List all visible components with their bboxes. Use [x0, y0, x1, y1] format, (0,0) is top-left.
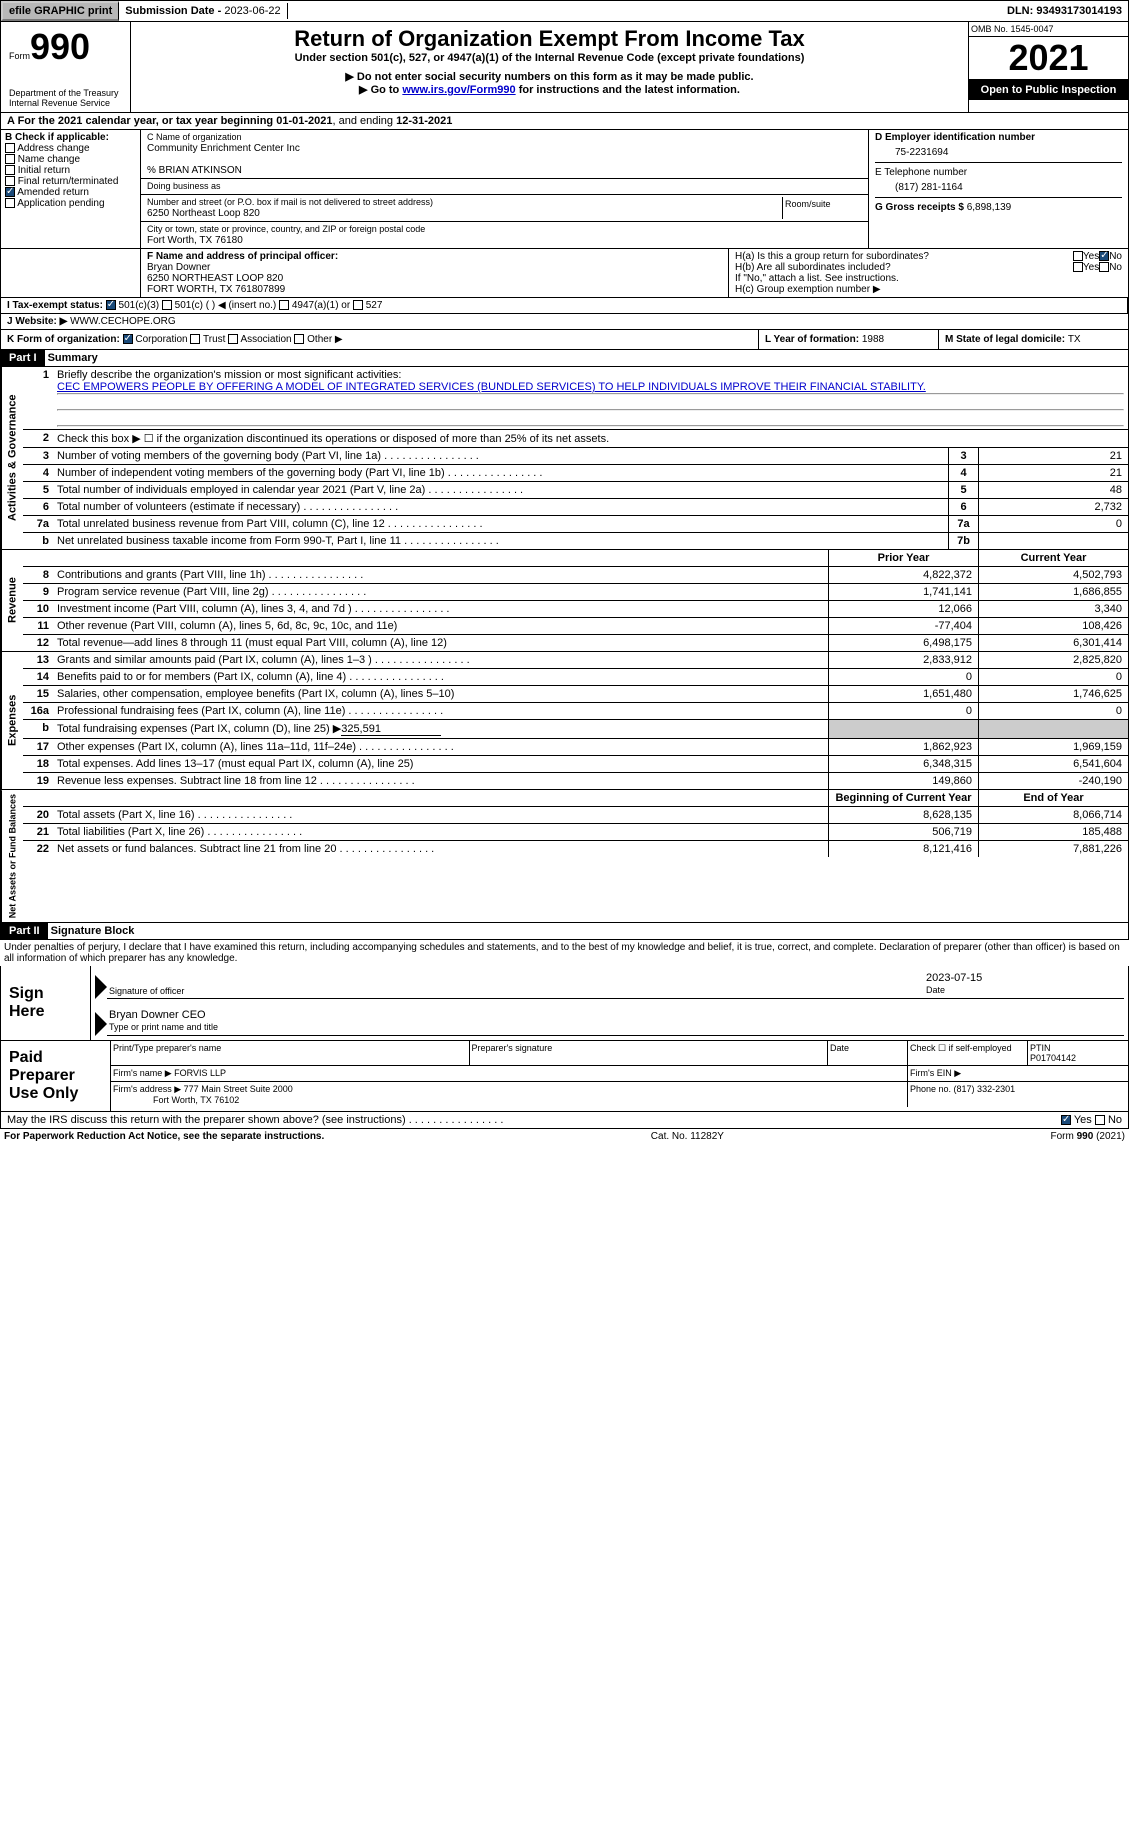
omb-number: OMB No. 1545-0047 [969, 22, 1128, 37]
paid-preparer-label: Paid Preparer Use Only [1, 1041, 111, 1111]
arrow-icon [95, 1012, 107, 1036]
irs-link[interactable]: www.irs.gov/Form990 [402, 84, 515, 96]
net-assets-section: Net Assets or Fund Balances Beginning of… [0, 790, 1129, 923]
officer-name-title: Bryan Downer CEO [109, 1009, 206, 1021]
org-name: Community Enrichment Center Inc [147, 143, 300, 154]
section-klm: K Form of organization: Corporation Trus… [0, 330, 1129, 350]
sign-here-block: Sign Here Signature of officer 2023-07-1… [0, 966, 1129, 1041]
street-address: 6250 Northeast Loop 820 [147, 208, 260, 219]
tax-year: 2021 [969, 37, 1128, 80]
sig-date: 2023-07-15 [926, 972, 982, 984]
officer-name: Bryan Downer [147, 262, 210, 273]
revenue-label: Revenue [1, 550, 23, 651]
line-a: A For the 2021 calendar year, or tax yea… [0, 113, 1129, 130]
phone: (817) 281-1164 [875, 178, 1122, 197]
part-i-header: Part I Summary [0, 350, 1129, 367]
ptin: P01704142 [1030, 1053, 1076, 1063]
activities-section: Activities & Governance 1Briefly describ… [0, 367, 1129, 550]
arrow-icon [95, 975, 107, 999]
city-state-zip: Fort Worth, TX 76180 [147, 235, 243, 246]
paid-preparer-block: Paid Preparer Use Only Print/Type prepar… [0, 1041, 1129, 1112]
amended-check [5, 187, 15, 197]
ssn-note: ▶ Do not enter social security numbers o… [135, 70, 964, 83]
page-footer: For Paperwork Reduction Act Notice, see … [0, 1129, 1129, 1144]
col-b: B Check if applicable: Address change Na… [1, 130, 141, 248]
website: WWW.CECHOPE.ORG [70, 316, 176, 327]
sign-here-label: Sign Here [1, 966, 91, 1040]
dln: DLN: 93493173014193 [1001, 3, 1128, 19]
gross-receipts: 6,898,139 [967, 202, 1012, 213]
form-prefix: Form [9, 51, 30, 61]
ha-no-check [1099, 251, 1109, 261]
net-assets-label: Net Assets or Fund Balances [1, 790, 23, 922]
firm-phone: (817) 332-2301 [954, 1084, 1016, 1094]
revenue-section: Revenue Prior YearCurrent Year 8Contribu… [0, 550, 1129, 652]
firm-name: FORVIS LLP [174, 1068, 226, 1078]
form-header: Form990 Department of the Treasury Inter… [0, 22, 1129, 113]
expenses-section: Expenses 13Grants and similar amounts pa… [0, 652, 1129, 790]
section-bcdefg: B Check if applicable: Address change Na… [0, 130, 1129, 249]
irs-label: Internal Revenue Service [9, 98, 122, 108]
section-fh: F Name and address of principal officer:… [0, 249, 1129, 298]
topbar: efile GRAPHIC print Submission Date - 20… [0, 0, 1129, 22]
efile-graphic-button[interactable]: efile GRAPHIC print [1, 1, 119, 21]
discuss-row: May the IRS discuss this return with the… [0, 1112, 1129, 1129]
section-ij: I Tax-exempt status: 501(c)(3) 501(c) ( … [0, 298, 1129, 314]
form-title: Return of Organization Exempt From Incom… [135, 26, 964, 52]
expenses-label: Expenses [1, 652, 23, 789]
ein: 75-2231694 [875, 143, 1122, 162]
dept-label: Department of the Treasury [9, 88, 122, 98]
mission-text[interactable]: CEC EMPOWERS PEOPLE BY OFFERING A MODEL … [57, 381, 926, 393]
form-number: 990 [30, 26, 90, 67]
submission-date: Submission Date - 2023-06-22 [119, 3, 287, 19]
form-subtitle: Under section 501(c), 527, or 4947(a)(1)… [135, 52, 964, 64]
open-inspection: Open to Public Inspection [969, 80, 1128, 100]
activities-label: Activities & Governance [1, 367, 23, 549]
part-ii-header: Part II Signature Block [0, 923, 1129, 940]
perjury-declaration: Under penalties of perjury, I declare th… [0, 940, 1129, 966]
goto-note: ▶ Go to www.irs.gov/Form990 for instruct… [135, 83, 964, 96]
